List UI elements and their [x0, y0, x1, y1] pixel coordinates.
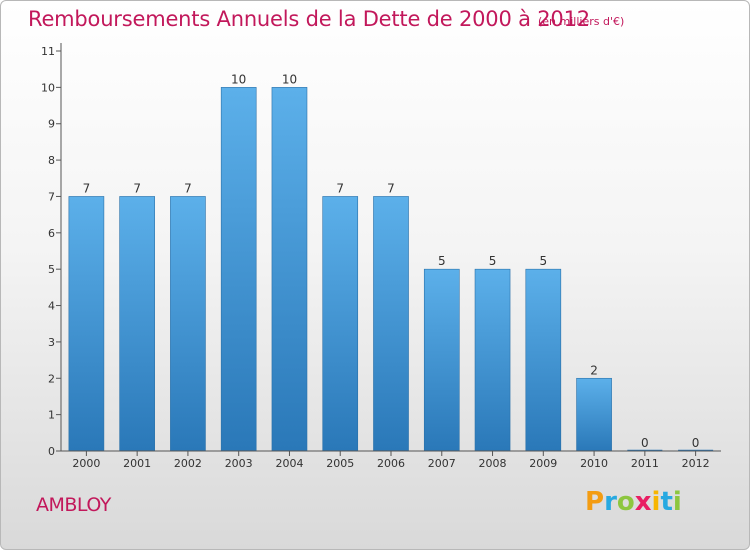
- bar-2004: [271, 87, 308, 452]
- bar-2007: [423, 268, 460, 452]
- y-tick-label: 7: [48, 190, 55, 203]
- logo-letter: i: [651, 487, 661, 517]
- x-tick-label: 2012: [682, 457, 710, 470]
- x-tick-label: 2000: [72, 457, 100, 470]
- bar-2005: [322, 196, 359, 452]
- bar-2010: [576, 377, 612, 452]
- x-tick-label: 2007: [428, 457, 456, 470]
- x-tick-label: 2009: [529, 457, 557, 470]
- data-label-2004: 10: [282, 72, 297, 86]
- bar-2002: [170, 196, 206, 452]
- y-tick-label: 1: [48, 409, 55, 422]
- data-label-2002: 7: [184, 181, 192, 195]
- data-label-2001: 7: [133, 181, 141, 195]
- x-tick-label: 2005: [326, 457, 354, 470]
- bar-2000: [68, 196, 105, 452]
- y-tick-label: 6: [48, 227, 55, 240]
- chart-subtitle: (en milliers d'€): [538, 15, 625, 28]
- bar-2009: [525, 268, 562, 452]
- y-tick-label: 2: [48, 372, 55, 385]
- logo-letter: i: [672, 487, 682, 517]
- data-label-2011: 0: [641, 436, 649, 450]
- data-label-2005: 7: [336, 181, 344, 195]
- proxiti-logo[interactable]: Proxiti: [585, 487, 682, 517]
- y-tick-label: 8: [48, 154, 55, 167]
- bar-2008: [474, 268, 511, 452]
- x-tick-label: 2001: [123, 457, 151, 470]
- x-tick-label: 2006: [377, 457, 405, 470]
- y-tick-label: 9: [48, 118, 55, 131]
- bar-2003: [220, 87, 257, 452]
- y-tick-label: 3: [48, 336, 55, 349]
- y-tick-label: 4: [48, 300, 55, 313]
- x-tick-label: 2008: [479, 457, 507, 470]
- x-tick-label: 2003: [225, 457, 253, 470]
- x-tick-label: 2002: [174, 457, 202, 470]
- data-label-2003: 10: [231, 72, 246, 86]
- data-label-2000: 7: [83, 181, 91, 195]
- data-label-2012: 0: [692, 436, 700, 450]
- chart-title: Remboursements Annuels de la Dette de 20…: [28, 7, 590, 31]
- data-label-2006: 7: [387, 181, 395, 195]
- y-tick-label: 10: [41, 81, 55, 94]
- commune-name: AMBLOY: [36, 494, 111, 516]
- x-tick-label: 2004: [275, 457, 303, 470]
- data-label-2007: 5: [438, 254, 446, 268]
- logo-letter: o: [616, 487, 635, 517]
- bar-2006: [373, 196, 409, 452]
- bar-2001: [119, 196, 155, 452]
- x-tick-label: 2011: [631, 457, 659, 470]
- x-tick-label: 2010: [580, 457, 608, 470]
- logo-letter: P: [585, 487, 605, 517]
- y-tick-label: 11: [41, 45, 55, 58]
- y-tick-label: 5: [48, 263, 55, 276]
- logo-letter: r: [604, 487, 617, 517]
- y-tick-label: 0: [48, 445, 55, 458]
- logo-letter: t: [660, 487, 673, 517]
- data-label-2010: 2: [590, 363, 598, 377]
- data-label-2008: 5: [489, 254, 497, 268]
- logo-letter: x: [634, 487, 652, 517]
- data-label-2009: 5: [539, 254, 547, 268]
